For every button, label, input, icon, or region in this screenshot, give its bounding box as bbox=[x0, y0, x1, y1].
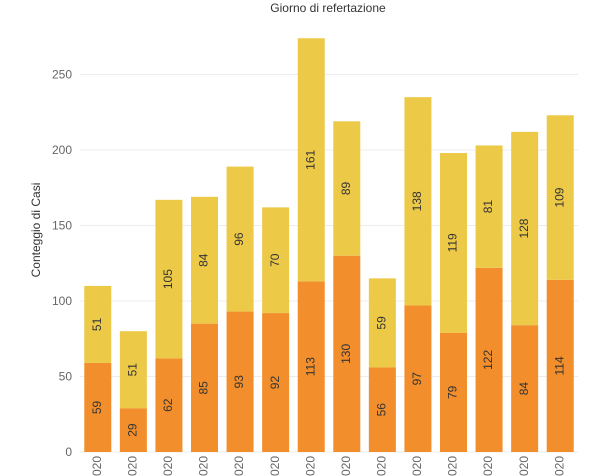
x-tick-label: 020 bbox=[517, 456, 531, 476]
bar-value-label: 84 bbox=[517, 382, 531, 396]
x-tick-label: 020 bbox=[197, 456, 211, 476]
bar-value-label: 97 bbox=[410, 372, 424, 386]
bar-value-label: 56 bbox=[375, 403, 389, 417]
bar-value-label: 93 bbox=[232, 375, 246, 389]
x-axis-ticks: 020 020 020 020 020 020 020 020 020 020 020 020 020 0… bbox=[90, 456, 566, 476]
bar-segment-lower bbox=[191, 323, 218, 452]
bar-segment-lower bbox=[262, 313, 290, 452]
y-tick-label: 100 bbox=[52, 294, 72, 308]
bar-segment-lower bbox=[440, 332, 467, 452]
bar-value-label: 84 bbox=[197, 253, 211, 267]
bar-segment-upper bbox=[546, 115, 574, 280]
bar-value-label: 85 bbox=[197, 381, 211, 395]
bar-segment-upper bbox=[191, 196, 218, 324]
y-tick-label: 0 bbox=[65, 445, 72, 459]
x-tick-label: 020 bbox=[339, 456, 353, 476]
bar-segment-upper bbox=[333, 121, 361, 256]
bar-segment-lower bbox=[511, 325, 539, 452]
bar-segment-upper bbox=[262, 207, 290, 314]
x-tick-label: 020 bbox=[90, 456, 104, 476]
y-axis-ticks: 0 50 100 150 200 250 bbox=[52, 68, 72, 460]
bar-value-label: 138 bbox=[410, 191, 424, 211]
bar-value-label: 62 bbox=[161, 398, 175, 412]
gridlines bbox=[80, 74, 578, 453]
x-tick-label: 020 bbox=[552, 456, 566, 476]
bar-segment-upper bbox=[119, 331, 147, 409]
bar-value-label: 109 bbox=[552, 187, 566, 207]
x-tick-label: 020 bbox=[126, 456, 140, 476]
bar-segment-upper bbox=[368, 278, 396, 368]
bar-value-label: 70 bbox=[268, 253, 282, 267]
bar-value-label: 59 bbox=[375, 316, 389, 330]
y-tick-label: 250 bbox=[52, 68, 72, 82]
bar-segment-lower bbox=[226, 311, 254, 452]
bar-segment-upper bbox=[440, 153, 467, 333]
bar-value-label: 105 bbox=[161, 269, 175, 289]
bar-value-label: 119 bbox=[446, 233, 460, 252]
x-tick-label: 020 bbox=[446, 456, 460, 476]
bar-segment-lower bbox=[475, 267, 503, 452]
bar-value-label: 92 bbox=[268, 376, 282, 390]
bar-segment-upper bbox=[155, 199, 183, 359]
bar-value-label: 89 bbox=[339, 182, 353, 196]
bar-segment-lower bbox=[333, 255, 361, 452]
bars: 59 51 29 51 62 105 85 84 93 96 92 70 113 161 130 89 56 59… bbox=[84, 38, 574, 452]
bar-value-label: 29 bbox=[126, 423, 140, 437]
x-tick-label: 020 bbox=[268, 456, 282, 476]
bar-segment-upper bbox=[226, 166, 254, 312]
bar-value-label: 113 bbox=[303, 357, 317, 376]
chart-title: Giorno di refertazione bbox=[270, 1, 386, 15]
bar-value-label: 114 bbox=[552, 356, 566, 375]
bar-value-label: 51 bbox=[126, 363, 140, 377]
x-tick-label: 020 bbox=[161, 456, 175, 476]
y-tick-label: 150 bbox=[52, 219, 72, 233]
bar-value-label: 122 bbox=[481, 350, 495, 370]
bar-segment-upper bbox=[297, 38, 325, 282]
x-tick-label: 020 bbox=[232, 456, 246, 476]
bar-segment-upper bbox=[475, 145, 503, 268]
bar-segment-lower bbox=[404, 305, 432, 452]
bar-value-label: 81 bbox=[481, 200, 495, 214]
bar-value-label: 59 bbox=[90, 400, 104, 414]
x-tick-label: 020 bbox=[375, 456, 389, 476]
bar-value-label: 161 bbox=[303, 149, 317, 169]
bar-segment-lower bbox=[84, 362, 112, 452]
y-tick-label: 50 bbox=[59, 370, 73, 384]
x-tick-label: 020 bbox=[481, 456, 495, 476]
x-tick-label: 020 bbox=[303, 456, 317, 476]
bar-value-label: 51 bbox=[90, 317, 104, 331]
y-axis-label: Conteggio di Casi bbox=[29, 183, 43, 278]
bar-segment-upper bbox=[84, 285, 112, 363]
bar-segment-upper bbox=[511, 131, 539, 326]
bar-segment-lower bbox=[546, 279, 574, 452]
bar-segment-lower bbox=[368, 367, 396, 452]
bar-segment-lower bbox=[119, 408, 147, 452]
bar-segment-upper bbox=[404, 97, 432, 306]
bar-value-label: 128 bbox=[517, 218, 531, 238]
bar-value-label: 130 bbox=[339, 344, 353, 364]
y-tick-label: 200 bbox=[52, 143, 72, 157]
x-tick-label: 020 bbox=[410, 456, 424, 476]
bar-value-label: 96 bbox=[232, 232, 246, 246]
bar-value-label: 79 bbox=[446, 385, 460, 399]
bar-segment-lower bbox=[297, 281, 325, 452]
bar-segment-lower bbox=[155, 358, 183, 452]
